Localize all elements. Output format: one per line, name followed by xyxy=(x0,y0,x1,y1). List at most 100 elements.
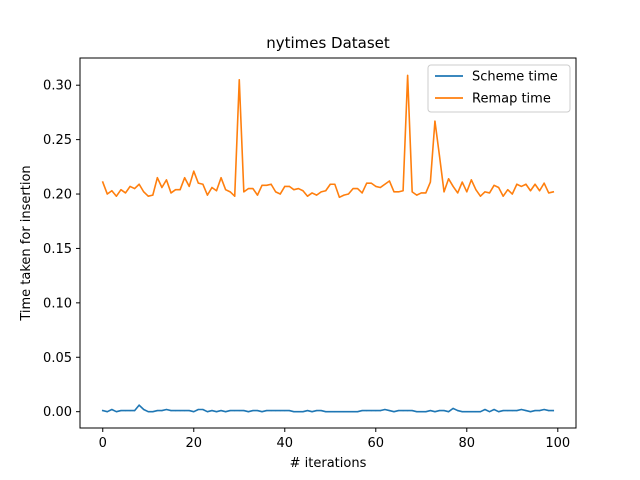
data-point xyxy=(247,411,249,413)
data-point xyxy=(284,185,286,188)
data-point xyxy=(379,186,381,189)
data-point xyxy=(111,408,113,411)
data-point xyxy=(238,79,240,81)
data-point xyxy=(434,411,436,413)
data-point xyxy=(338,411,340,413)
data-point xyxy=(170,192,172,194)
data-point xyxy=(188,409,190,412)
data-point xyxy=(329,183,331,185)
data-point xyxy=(220,409,222,412)
y-axis-title: Time taken for insertion xyxy=(19,165,34,321)
x-axis-title: # iterations xyxy=(290,456,367,471)
data-point xyxy=(197,408,199,411)
data-point xyxy=(402,409,404,412)
data-point xyxy=(438,409,441,412)
data-point xyxy=(548,409,550,412)
data-point xyxy=(320,409,322,412)
data-point xyxy=(156,177,158,179)
data-point xyxy=(420,192,422,194)
data-point xyxy=(293,189,295,191)
data-point xyxy=(238,409,240,412)
y-tick-label: 0.20 xyxy=(43,188,72,203)
data-point xyxy=(366,409,368,412)
data-point xyxy=(184,177,186,179)
data-point xyxy=(275,409,277,412)
data-point xyxy=(188,185,190,188)
data-point xyxy=(302,190,304,192)
data-point xyxy=(293,411,295,413)
data-point xyxy=(466,191,468,193)
data-point xyxy=(425,411,427,413)
data-point xyxy=(411,409,413,412)
data-point xyxy=(143,408,145,411)
data-point xyxy=(306,409,309,412)
data-point xyxy=(452,185,454,188)
y-tick-label: 0.15 xyxy=(43,242,72,257)
legend-label-remap-time: Remap time xyxy=(472,92,551,107)
data-point xyxy=(366,182,368,184)
data-point xyxy=(174,409,177,412)
data-point xyxy=(120,189,122,191)
data-point xyxy=(397,191,400,193)
data-point xyxy=(270,409,272,412)
data-point xyxy=(475,411,477,413)
data-point xyxy=(320,191,322,193)
data-point xyxy=(388,409,391,412)
data-point xyxy=(279,409,281,412)
data-point xyxy=(156,409,158,412)
data-point xyxy=(525,409,527,412)
data-point xyxy=(429,181,431,183)
data-point xyxy=(493,408,495,411)
data-point xyxy=(534,409,536,412)
data-point xyxy=(220,177,222,179)
data-point xyxy=(488,411,491,413)
y-axis-ticks: 0.00 0.05 0.10 0.15 0.20 0.25 0.30 xyxy=(43,79,80,420)
data-point xyxy=(493,184,495,186)
data-point xyxy=(479,411,482,413)
data-point xyxy=(316,194,318,196)
data-point xyxy=(384,408,386,411)
data-point xyxy=(106,411,108,413)
data-point xyxy=(466,411,468,413)
data-point xyxy=(507,189,509,191)
data-point xyxy=(484,408,486,411)
data-point xyxy=(288,185,290,188)
data-point xyxy=(479,195,482,197)
x-tick-label: 80 xyxy=(459,436,476,451)
data-point xyxy=(543,408,545,411)
data-point xyxy=(397,409,400,412)
data-point xyxy=(256,409,259,412)
data-point xyxy=(548,192,550,194)
data-point xyxy=(511,409,513,412)
data-point xyxy=(170,409,172,412)
data-point xyxy=(407,409,409,412)
data-point xyxy=(115,411,117,413)
data-point xyxy=(129,409,131,412)
data-point xyxy=(302,411,304,413)
y-tick-label: 0.30 xyxy=(43,79,72,94)
series-line-scheme-time xyxy=(101,404,555,413)
x-tick-label: 40 xyxy=(276,436,293,451)
plot-frame xyxy=(79,57,577,429)
data-point xyxy=(193,411,195,413)
x-tick-label: 20 xyxy=(185,436,202,451)
data-point xyxy=(356,187,359,190)
data-point xyxy=(265,184,268,186)
data-point xyxy=(384,183,386,185)
data-point xyxy=(229,409,231,412)
data-point xyxy=(275,191,277,193)
data-point xyxy=(243,191,245,193)
data-point xyxy=(375,409,377,412)
data-point xyxy=(179,409,181,412)
series-line-remap-time xyxy=(101,74,555,199)
data-point xyxy=(429,409,431,412)
legend-box xyxy=(427,64,571,113)
data-point xyxy=(120,409,122,412)
data-point xyxy=(356,411,359,413)
data-point xyxy=(488,192,491,194)
data-point xyxy=(498,411,500,413)
data-point xyxy=(443,191,445,193)
data-point xyxy=(529,190,532,192)
data-point xyxy=(461,411,463,413)
data-point xyxy=(543,182,545,184)
